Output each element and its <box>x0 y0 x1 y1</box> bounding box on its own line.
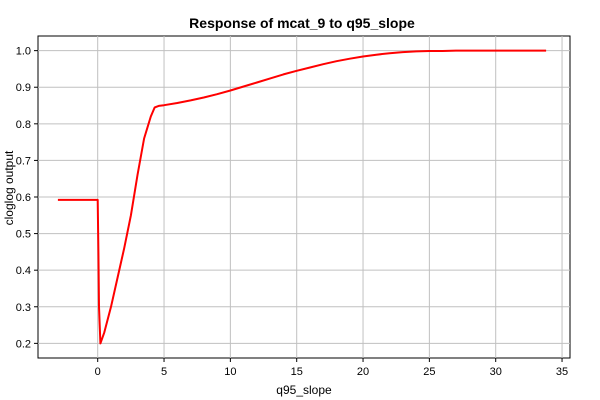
chart-title: Response of mcat_9 to q95_slope <box>189 15 415 31</box>
y-tick-label: 0.8 <box>16 119 31 131</box>
x-tick-label: 0 <box>95 366 101 378</box>
grid <box>38 36 570 358</box>
x-axis: 0 5 10 15 20 25 30 35 <box>95 358 568 378</box>
series-group <box>57 49 547 345</box>
x-tick-label: 30 <box>490 366 502 378</box>
x-axis-label: q95_slope <box>276 383 332 397</box>
y-tick-label: 0.6 <box>16 192 31 204</box>
y-axis: 0.2 0.3 0.4 0.5 0.6 0.7 0.8 0.9 1.0 <box>16 46 38 350</box>
series-line <box>57 49 547 345</box>
y-tick-label: 0.9 <box>16 82 31 94</box>
y-axis-label: cloglog output <box>2 150 16 225</box>
y-tick-label: 0.7 <box>16 155 31 167</box>
x-tick-label: 35 <box>556 366 568 378</box>
y-tick-label: 1.0 <box>16 46 31 58</box>
x-tick-label: 15 <box>291 366 303 378</box>
x-tick-label: 10 <box>224 366 236 378</box>
x-tick-label: 20 <box>357 366 369 378</box>
y-tick-label: 0.5 <box>16 229 31 241</box>
y-tick-label: 0.4 <box>16 265 31 277</box>
y-tick-label: 0.2 <box>16 338 31 350</box>
y-tick-label: 0.3 <box>16 302 31 314</box>
x-tick-label: 25 <box>423 366 435 378</box>
x-tick-label: 5 <box>161 366 167 378</box>
